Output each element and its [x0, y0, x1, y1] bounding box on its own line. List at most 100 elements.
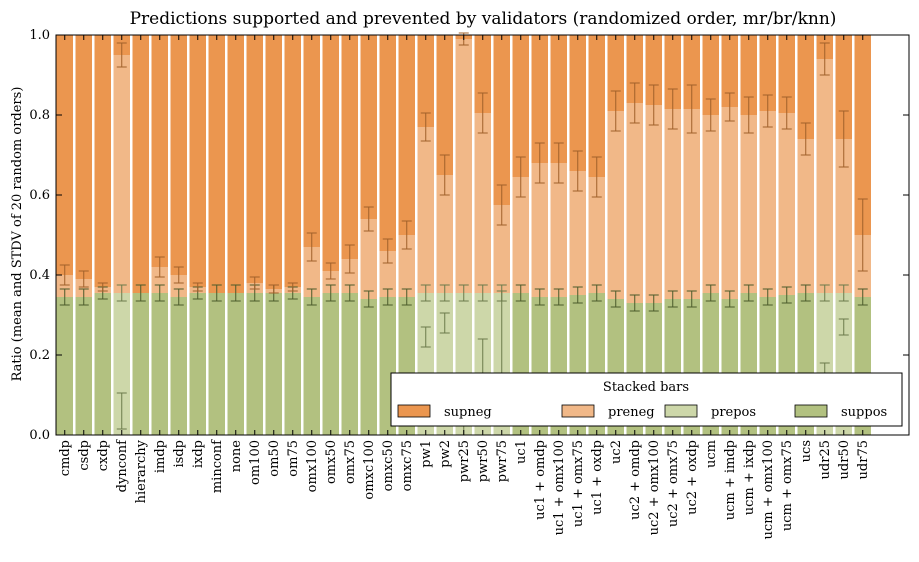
x-tick-label: uc1 + oxdp [590, 440, 605, 515]
errbar-suppos-4 [135, 284, 146, 302]
bar-supneg-23 [493, 35, 510, 205]
errbar-preneg-19 [420, 112, 431, 142]
bar-supneg-35 [721, 35, 738, 107]
bar-preneg-29 [607, 111, 624, 299]
x-axis: cmdp csdp cxdp dynconf hierarchy imdp isdp ixdp… [58, 35, 871, 539]
bar-preneg-26 [550, 163, 567, 297]
legend-items: supneg preneg prepos suppos [397, 404, 887, 420]
errbar-preneg-22 [477, 92, 488, 134]
x-tick-label: uc1 + omdp [533, 440, 548, 520]
errbar-preneg-32 [667, 88, 678, 130]
errbar-preneg-14 [325, 262, 336, 280]
bar-suppos-9 [227, 293, 244, 435]
legend-item-supneg: supneg [397, 404, 492, 420]
x-tick-label: none [229, 440, 244, 473]
bar-suppos-14 [322, 293, 339, 435]
bar-preneg-32 [664, 109, 681, 299]
errbar-suppos-17 [382, 288, 393, 306]
x-tick-label: ucm [704, 440, 719, 468]
bar-supneg-2 [94, 35, 111, 287]
bar-supneg-27 [569, 35, 586, 171]
bar-preneg-41 [835, 139, 852, 293]
bar-supneg-14 [322, 35, 339, 271]
errbar-preneg-13 [306, 232, 317, 262]
errbar-suppos-30 [629, 294, 640, 312]
bar-supneg-11 [265, 35, 282, 289]
x-tick-label: pwr50 [476, 440, 491, 482]
x-tick-label: uc2 + oxdp [685, 440, 700, 515]
bar-supneg-16 [360, 35, 377, 219]
x-tick-label: om75 [286, 440, 301, 477]
chart-title: Predictions supported and prevented by v… [130, 9, 837, 29]
errbar-suppos-39 [800, 284, 811, 302]
errbar-preneg-7 [192, 282, 203, 292]
bar-supneg-9 [227, 35, 244, 293]
x-tick-label: omxc100 [362, 440, 377, 500]
bar-supneg-37 [759, 35, 776, 111]
y-tick-label: 0.4 [29, 268, 50, 283]
errbar-suppos-26 [553, 288, 564, 306]
errbar-suppos-33 [686, 290, 697, 308]
x-tick-label: omxc50 [381, 440, 396, 491]
bar-preneg-38 [778, 113, 795, 295]
bar-prepos-3 [113, 293, 130, 435]
bar-preneg-27 [569, 171, 586, 295]
bar-supneg-17 [379, 35, 396, 251]
errbar-preneg-16 [363, 206, 374, 232]
bar-supneg-30 [626, 35, 643, 103]
bar-preneg-33 [683, 109, 700, 299]
x-tick-label: ucm + imdp [723, 440, 738, 520]
bar-preneg-25 [531, 163, 548, 297]
bar-preneg-39 [797, 139, 814, 293]
bar-suppos-13 [303, 297, 320, 435]
legend-label-prepos: prepos [711, 405, 756, 420]
x-tick-label: pwr75 [495, 440, 510, 482]
bar-preneg-14 [322, 271, 339, 293]
errbar-preneg-31 [648, 84, 659, 126]
errbar-preneg-1 [78, 270, 89, 288]
bar-preneg-34 [702, 115, 719, 293]
bar-supneg-41 [835, 35, 852, 139]
errbar-preneg-29 [610, 90, 621, 132]
bar-preneg-0 [56, 275, 73, 297]
x-tick-label: uc1 + omx75 [571, 440, 586, 527]
legend-label-suppos: suppos [841, 405, 887, 420]
x-tick-label: cmdp [58, 440, 73, 476]
errbar-suppos-38 [781, 286, 792, 304]
bar-preneg-35 [721, 107, 738, 299]
bar-preneg-6 [170, 275, 187, 297]
x-tick-label: om100 [248, 440, 263, 485]
bar-suppos-6 [170, 297, 187, 435]
errbar-suppos-24 [515, 284, 526, 302]
x-tick-label: pw1 [419, 440, 434, 468]
errbar-prepos-22 [477, 284, 488, 302]
x-tick-label: omx75 [343, 440, 358, 484]
x-tick-label: udr75 [856, 440, 871, 479]
x-tick-label: ucm + ixdp [742, 440, 757, 515]
bar-supneg-36 [740, 35, 757, 115]
bar-preneg-21 [455, 39, 472, 293]
errbar-prepos-41 [838, 284, 849, 302]
errbar-suppos-13 [306, 288, 317, 306]
errbar-prepos-inner-41 [838, 318, 849, 336]
errbar-suppos-9 [230, 284, 241, 302]
bar-suppos-8 [208, 293, 225, 435]
x-tick-label: omx50 [324, 440, 339, 484]
errbar-preneg-41 [838, 110, 849, 168]
errbar-preneg-2 [97, 282, 108, 292]
errbar-preneg-10 [249, 276, 260, 290]
y-tick-label: 0.2 [29, 348, 50, 363]
errbar-preneg-18 [401, 220, 412, 250]
errbar-prepos-3 [116, 284, 127, 302]
x-tick-label: dynconf [115, 439, 130, 493]
bar-supneg-34 [702, 35, 719, 115]
bar-preneg-22 [474, 113, 491, 293]
bar-suppos-16 [360, 299, 377, 435]
x-tick-label: pw2 [438, 440, 453, 468]
bar-supneg-38 [778, 35, 795, 113]
x-tick-label: ucs [799, 440, 814, 462]
bar-suppos-11 [265, 293, 282, 435]
errbar-prepos-inner-20 [439, 312, 450, 334]
errbar-suppos-31 [648, 294, 659, 312]
